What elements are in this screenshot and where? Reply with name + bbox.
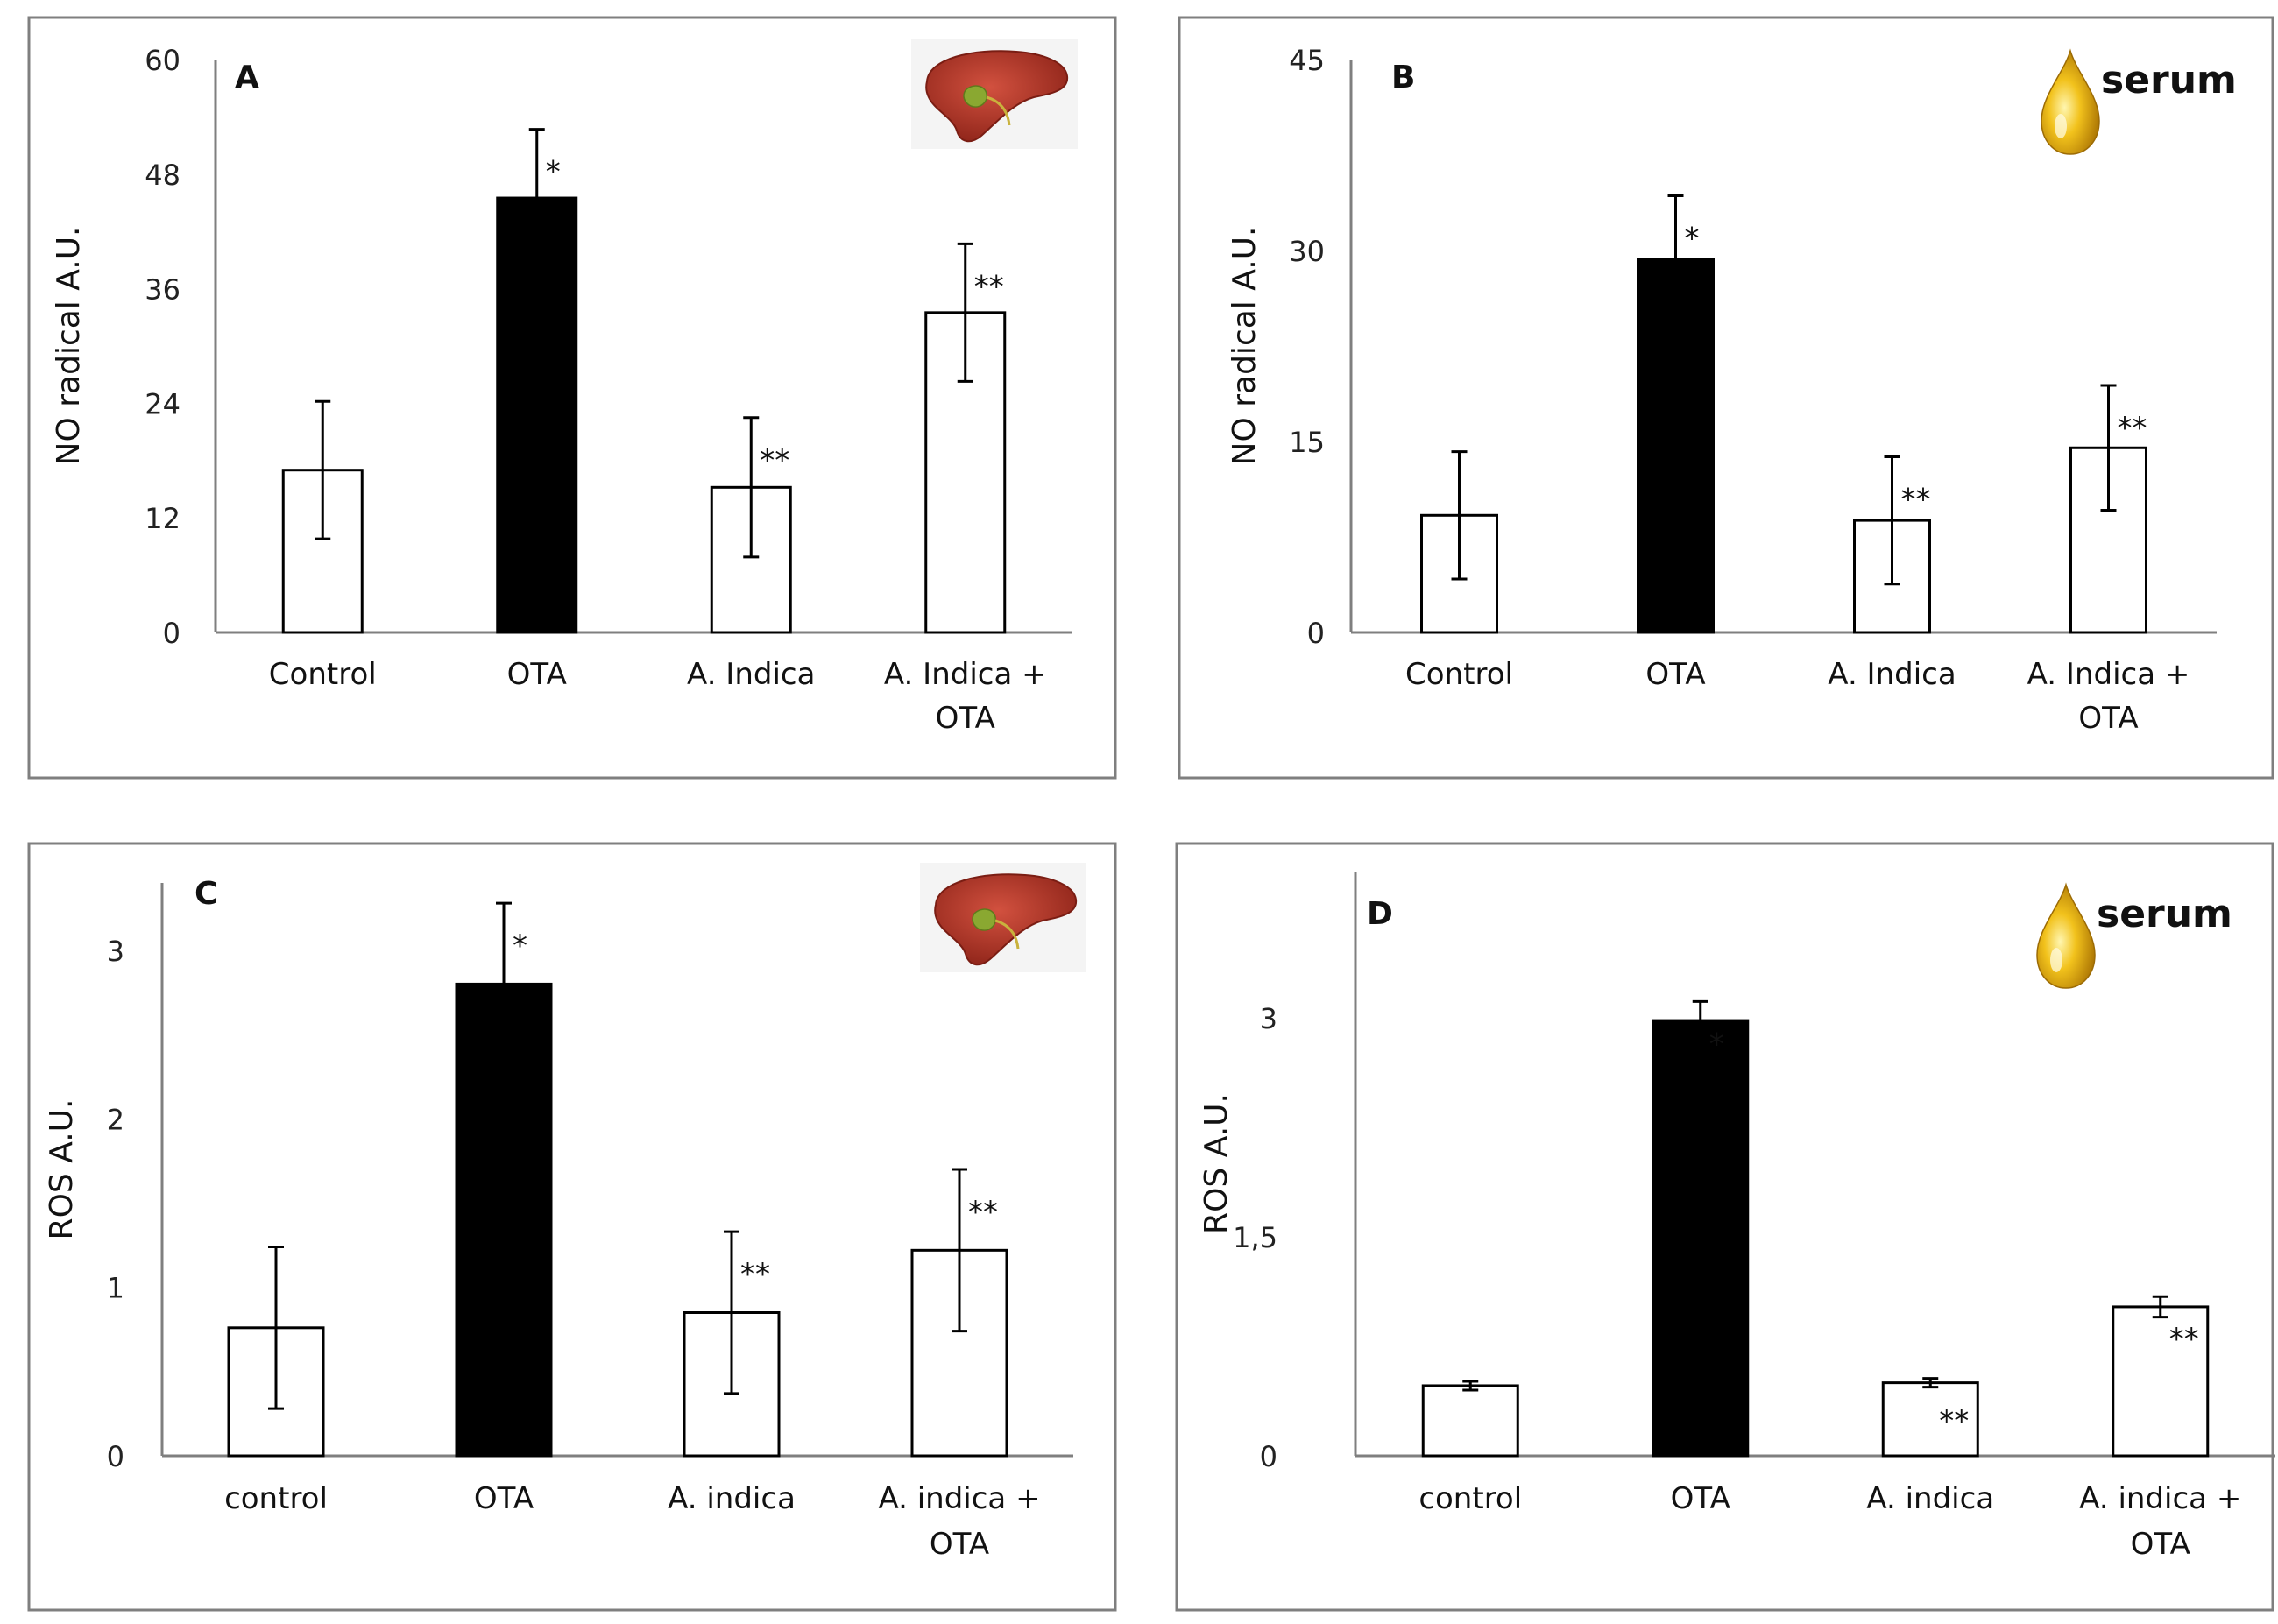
panel-label: D xyxy=(1367,896,1393,932)
significance-marker-1: * xyxy=(1685,222,1700,257)
category-label-0: control xyxy=(224,1481,328,1516)
category-label-3: A. Indica + xyxy=(2027,657,2190,692)
significance-marker-3: ** xyxy=(2118,411,2147,446)
serum-drop-icon: serum xyxy=(2041,48,2237,155)
y-axis-label: ROS A.U. xyxy=(1199,1093,1235,1234)
category-label-3: OTA xyxy=(2078,701,2138,736)
category-label-1: OTA xyxy=(1671,1481,1730,1516)
y-tick-label: 60 xyxy=(145,44,180,77)
bile-duct-line xyxy=(994,919,1020,950)
y-tick-label: 12 xyxy=(145,502,180,535)
panel-label: A xyxy=(235,60,259,95)
liver-lobe-shape xyxy=(925,50,1069,143)
category-label-2: A. Indica xyxy=(1828,657,1956,692)
serum-drop-highlight xyxy=(2050,948,2062,972)
bile-duct-line xyxy=(986,95,1011,126)
y-axis-label: NO radical A.U. xyxy=(1227,227,1263,466)
y-tick-label: 3 xyxy=(107,935,124,968)
y-tick-label: 2 xyxy=(107,1103,124,1136)
bar-1 xyxy=(1652,1019,1750,1458)
y-axis-label: ROS A.U. xyxy=(44,1099,80,1240)
significance-marker-1: * xyxy=(1709,1027,1724,1062)
liver-icon xyxy=(911,39,1078,149)
significance-marker-2: ** xyxy=(1901,482,1931,517)
category-label-0: Control xyxy=(269,657,377,692)
y-tick-label: 24 xyxy=(145,387,180,420)
y-axis-label: NO radical A.U. xyxy=(51,227,87,466)
category-label-0: control xyxy=(1418,1481,1522,1516)
category-label-3: A. Indica + xyxy=(884,657,1047,692)
significance-marker-3: ** xyxy=(968,1195,998,1230)
serum-drop-icon: serum xyxy=(2036,882,2232,989)
serum-icon-label: serum xyxy=(2101,58,2237,102)
y-tick-label: 45 xyxy=(1289,44,1325,77)
serum-drop-highlight xyxy=(2055,114,2067,138)
chart-panel-b: 0 15 30 45 NO radical A.U. B Control * OTA ** A. I… xyxy=(1178,16,2274,780)
bar-3 xyxy=(2112,1305,2210,1458)
chart-panel-a: 0 12 24 36 48 60 NO radical A.U. A Control * OTA **… xyxy=(27,16,1117,780)
category-label-1: OTA xyxy=(507,657,567,692)
significance-marker-3: ** xyxy=(2169,1322,2199,1357)
y-tick-label: 0 xyxy=(107,1440,124,1473)
bar-0 xyxy=(1421,1384,1519,1458)
y-tick-label: 15 xyxy=(1289,426,1325,459)
category-label-2: A. indica xyxy=(1866,1481,1994,1516)
y-tick-label: 1 xyxy=(107,1272,124,1305)
y-tick-label: 0 xyxy=(163,617,180,650)
y-tick-label: 30 xyxy=(1289,235,1325,268)
liver-icon xyxy=(920,863,1086,972)
category-label-3: A. indica + xyxy=(878,1481,1040,1516)
significance-marker-2: ** xyxy=(740,1257,770,1292)
category-label-3: A. indica + xyxy=(2079,1481,2241,1516)
panel-label: B xyxy=(1391,60,1415,95)
significance-marker-3: ** xyxy=(974,269,1004,304)
y-tick-label: 48 xyxy=(145,159,180,192)
significance-marker-2: ** xyxy=(760,443,789,478)
category-label-1: OTA xyxy=(1645,657,1705,692)
category-label-3: OTA xyxy=(936,701,995,736)
significance-marker-2: ** xyxy=(1939,1404,1969,1439)
y-tick-label: 0 xyxy=(1260,1440,1277,1473)
gallbladder-shape xyxy=(963,85,987,108)
category-label-2: A. Indica xyxy=(687,657,815,692)
category-label-2: A. indica xyxy=(668,1481,796,1516)
y-tick-label: 3 xyxy=(1260,1002,1277,1035)
y-tick-label: 0 xyxy=(1307,617,1325,650)
category-label-3: OTA xyxy=(930,1527,989,1562)
significance-marker-1: * xyxy=(513,929,527,964)
y-tick-label: 1,5 xyxy=(1233,1221,1277,1254)
category-label-3: OTA xyxy=(2131,1527,2190,1562)
liver-lobe-shape xyxy=(934,873,1078,966)
panel-label: C xyxy=(195,876,217,912)
serum-icon-label: serum xyxy=(2097,892,2232,936)
gallbladder-shape xyxy=(972,908,996,931)
category-label-0: Control xyxy=(1405,657,1513,692)
significance-marker-1: * xyxy=(546,155,561,190)
y-tick-label: 36 xyxy=(145,273,180,307)
category-label-1: OTA xyxy=(474,1481,534,1516)
